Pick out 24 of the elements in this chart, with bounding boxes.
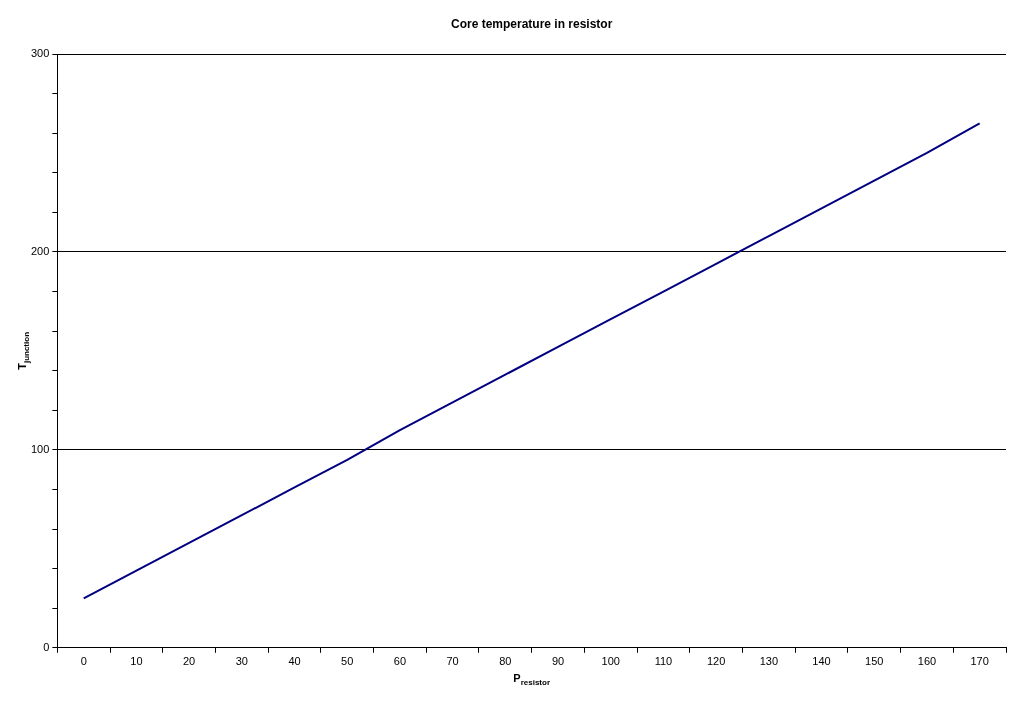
y-tick-label: 300 — [30, 47, 50, 60]
y-tick-label: 100 — [30, 442, 50, 455]
x-tick-label: 110 — [654, 655, 673, 668]
x-tick-label: 150 — [865, 655, 884, 668]
x-tick-label: 140 — [812, 655, 831, 668]
x-tick-label: 120 — [706, 655, 726, 668]
x-tick-label: 40 — [288, 655, 301, 668]
y-tick-label: 0 — [43, 640, 50, 653]
x-tick-label: 10 — [130, 655, 143, 668]
x-tick-label: 80 — [499, 655, 512, 668]
x-tick-label: 130 — [759, 655, 779, 668]
y-tick-label: 200 — [30, 244, 50, 257]
x-tick-label: 160 — [917, 655, 937, 668]
y-axis-title: Tjunction — [16, 331, 32, 370]
x-tick-label: 170 — [970, 655, 989, 668]
x-tick-label: 90 — [551, 655, 565, 668]
x-tick-label: 0 — [80, 655, 87, 668]
chart-title: Core temperature in resistor — [450, 17, 613, 31]
x-tick-label: 100 — [601, 655, 620, 668]
x-tick-label: 30 — [235, 655, 248, 668]
x-tick-label: 20 — [182, 655, 196, 668]
x-tick-label: 60 — [393, 655, 407, 668]
x-tick-label: 50 — [341, 655, 354, 668]
x-tick-label: 70 — [446, 655, 459, 668]
